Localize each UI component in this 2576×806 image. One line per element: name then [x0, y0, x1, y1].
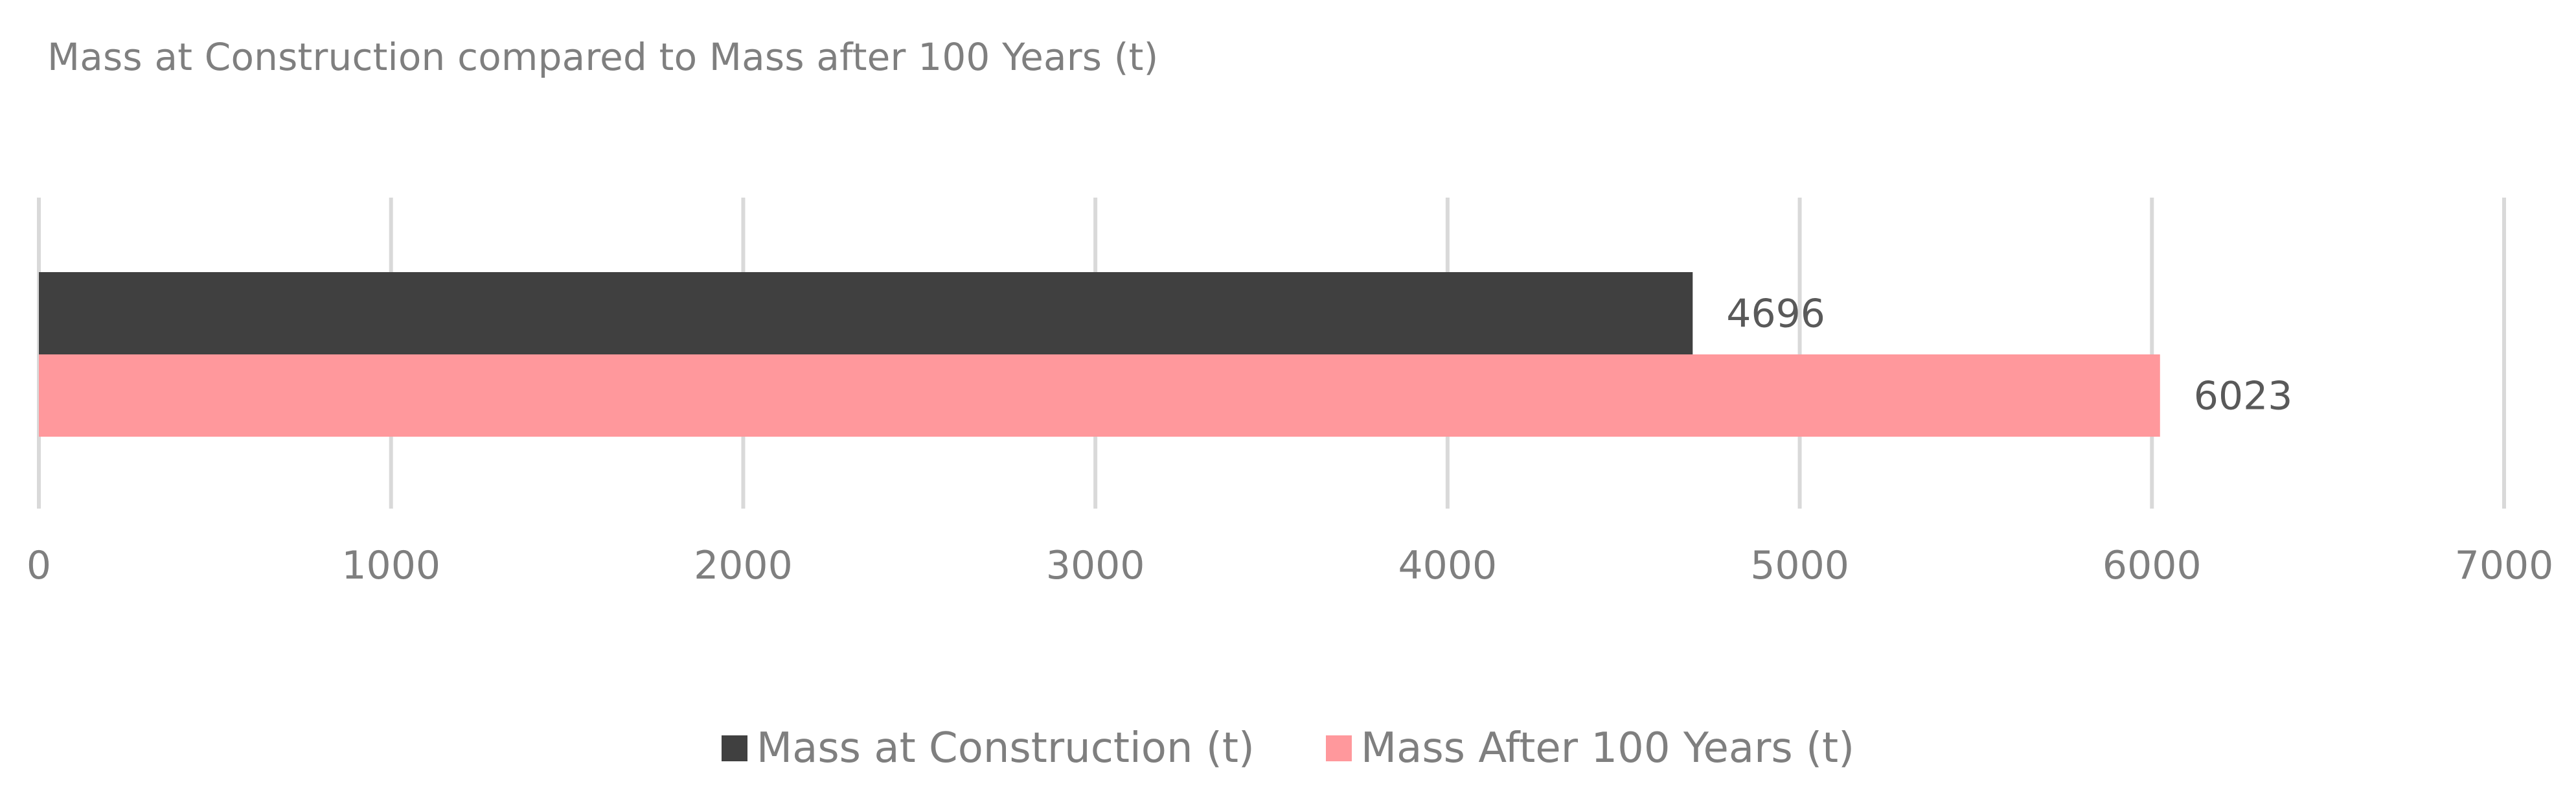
x-axis-ticks: 0 1000 2000 3000 4000 5000 6000 7000: [27, 543, 2553, 588]
legend-swatch-after-100-years: [1325, 735, 1352, 761]
x-tick-label-2000: 2000: [694, 543, 793, 588]
x-tick-label-6000: 6000: [2103, 543, 2202, 588]
legend-item-construction: Mass at Construction (t): [721, 724, 1255, 772]
x-tick-label-3000: 3000: [1046, 543, 1145, 588]
legend: Mass at Construction (t) Mass After 100 …: [0, 724, 2576, 772]
legend-label-after-100-years: Mass After 100 Years (t): [1360, 724, 1855, 772]
x-tick-label-4000: 4000: [1398, 543, 1498, 588]
data-label-mass-at-construction-t: 4696: [1726, 292, 1825, 337]
x-tick-label-1000: 1000: [341, 543, 440, 588]
bars: [39, 272, 2160, 437]
x-tick-label-0: 0: [27, 543, 51, 588]
bar-mass-at-construction-t: [39, 272, 1693, 354]
chart-title: Mass at Construction compared to Mass af…: [47, 35, 1159, 79]
x-tick-label-7000: 7000: [2455, 543, 2554, 588]
legend-swatch-construction: [721, 735, 747, 761]
data-labels: 4696 6023: [1726, 292, 2292, 419]
data-label-mass-after-100-years-t: 6023: [2194, 374, 2293, 419]
legend-item-after-100-years: Mass After 100 Years (t): [1325, 724, 1855, 772]
legend-label-construction: Mass at Construction (t): [756, 724, 1255, 772]
x-tick-label-5000: 5000: [1750, 543, 1849, 588]
bar-mass-after-100-years-t: [39, 354, 2160, 437]
